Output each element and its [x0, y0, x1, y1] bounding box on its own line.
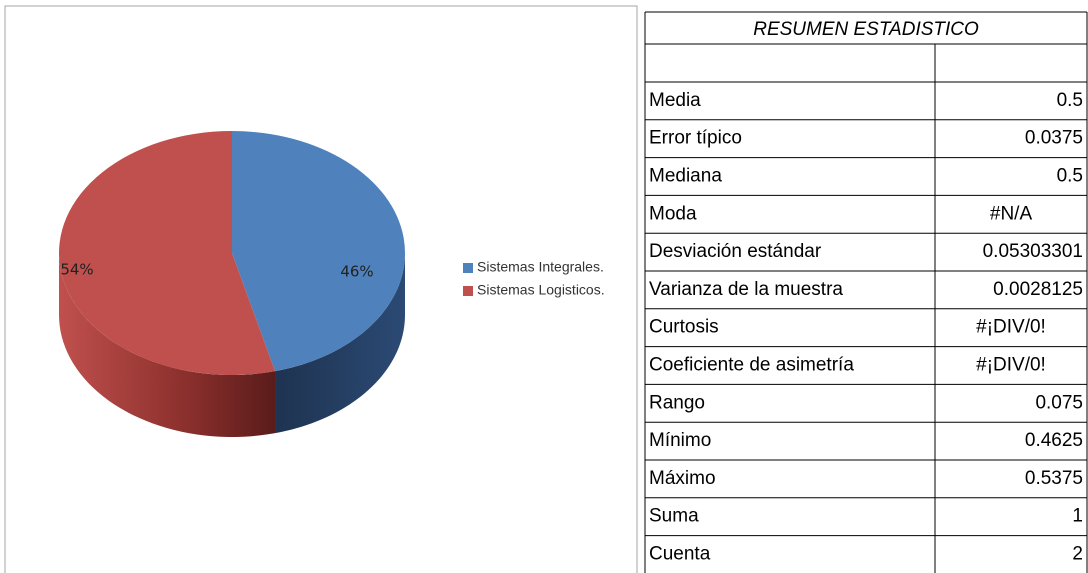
row-label: Coeficiente de asimetría — [649, 355, 854, 376]
row-value: #¡DIV/0! — [976, 317, 1046, 338]
row-label: Rango — [649, 392, 705, 413]
row-value: #¡DIV/0! — [976, 355, 1046, 376]
row-value: 0.075 — [1035, 392, 1083, 413]
row-label: Mínimo — [649, 430, 711, 451]
row-label: Máximo — [649, 468, 716, 489]
pie: 46% 54% — [58, 131, 405, 437]
pie-slice — [58, 131, 276, 376]
row-value: 0.4625 — [1025, 430, 1083, 451]
row-label: Desviación estándar — [649, 241, 822, 262]
row-value: 0.05303301 — [983, 241, 1083, 262]
legend-label: Sistemas Logisticos. — [477, 282, 605, 298]
row-label: Suma — [649, 506, 699, 527]
pie-slice — [232, 131, 405, 372]
pie-side — [275, 253, 405, 434]
table: RESUMEN ESTADISTICO Media 0.5 Error típico… — [644, 11, 1088, 573]
row-label: Cuenta — [649, 544, 711, 565]
row-value: 1 — [1072, 506, 1083, 527]
row-value: 2 — [1072, 544, 1083, 565]
row-value: 0.0028125 — [993, 279, 1083, 300]
row-value: #N/A — [990, 203, 1033, 224]
row-label: Error típico — [649, 128, 742, 149]
data-label: 46% — [340, 263, 373, 281]
pie-side — [59, 253, 276, 437]
row-label: Mediana — [649, 166, 722, 187]
legend-swatch — [463, 263, 473, 273]
table-title: RESUMEN ESTADISTICO — [753, 19, 979, 40]
row-label: Varianza de la muestra — [649, 279, 843, 300]
legend: Sistemas Integrales. Sistemas Logisticos. — [463, 259, 605, 298]
row-label: Curtosis — [649, 317, 719, 338]
legend-swatch — [463, 286, 473, 296]
row-value: 0.5 — [1057, 90, 1083, 111]
legend-label: Sistemas Integrales. — [477, 259, 604, 275]
data-label: 54% — [60, 261, 93, 279]
row-label: Media — [649, 90, 701, 111]
row-value: 0.0375 — [1025, 128, 1083, 149]
row-label: Moda — [649, 203, 697, 224]
row-value: 0.5 — [1057, 166, 1083, 187]
row-value: 0.5375 — [1025, 468, 1083, 489]
